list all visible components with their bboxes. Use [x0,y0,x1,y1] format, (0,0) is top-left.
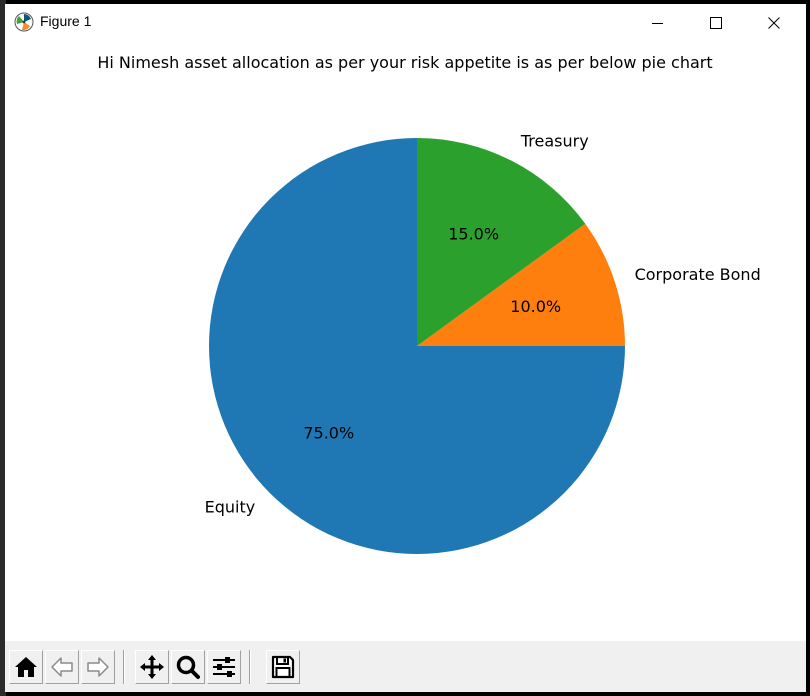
toolbar-separator [123,650,125,684]
pie-slice-treasury [417,138,586,346]
navigation-toolbar [5,641,806,692]
back-arrow-icon [51,657,73,677]
sliders-icon [213,657,235,677]
title-bar[interactable]: Figure 1 [5,4,806,42]
pan-icon [140,655,164,679]
maximize-icon [710,17,722,29]
pan-button[interactable] [135,650,169,684]
slice-label-corporate-bond: Corporate Bond [635,265,761,284]
minimize-button[interactable] [629,4,687,42]
minimize-icon [652,23,663,24]
slice-label-treasury: Treasury [520,132,589,151]
forward-button[interactable] [81,650,115,684]
matplotlib-app-icon [14,12,34,32]
magnifier-icon [176,655,200,679]
toolbar-separator [249,650,251,684]
slice-percent-corporate-bond: 10.0% [510,297,561,316]
slice-percent-treasury: 15.0% [448,224,499,243]
slice-percent-equity: 75.0% [303,424,354,443]
save-button[interactable] [266,650,300,684]
configure-subplots-button[interactable] [207,650,241,684]
window-title: Figure 1 [40,13,92,29]
maximize-button[interactable] [687,4,745,42]
pie-chart: Hi Nimesh asset allocation as per your r… [97,53,761,554]
close-icon [768,17,780,29]
back-button[interactable] [45,650,79,684]
pie-slice-corporate-bond [417,223,625,346]
home-icon [15,657,37,677]
close-button[interactable] [745,4,803,42]
figure-window: Figure 1 Hi Nimesh asset allocation as p… [5,4,806,692]
chart-title: Hi Nimesh asset allocation as per your r… [97,53,712,72]
forward-arrow-icon [87,657,109,677]
figure-canvas[interactable]: Hi Nimesh asset allocation as per your r… [5,42,806,640]
desktop-background [0,0,6,696]
slice-label-equity: Equity [205,497,256,516]
floppy-disk-icon [271,655,295,679]
home-button[interactable] [9,650,43,684]
zoom-button[interactable] [171,650,205,684]
